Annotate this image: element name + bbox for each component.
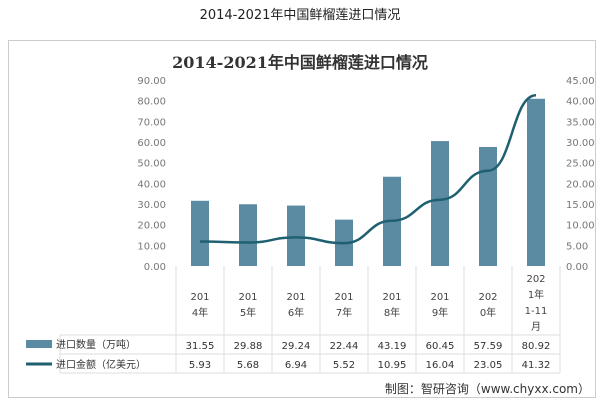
category-label: 1-11 <box>525 306 548 317</box>
table-value-quantity: 43.19 <box>378 341 407 352</box>
legend-bar-label: 进口数量（万吨） <box>56 338 136 351</box>
category-label: 6年 <box>288 306 304 319</box>
category-label: 月 <box>531 321 541 333</box>
table-value-amount: 5.68 <box>237 360 259 371</box>
chart-frame <box>8 40 596 398</box>
category-label: 201 <box>190 292 209 303</box>
table-value-amount: 5.93 <box>189 360 211 371</box>
table-value-amount: 16.04 <box>426 360 455 371</box>
table-value-amount: 5.52 <box>333 360 355 371</box>
right-axis-tick: 45.00 <box>566 76 595 87</box>
left-axis-tick: 0.00 <box>144 262 166 273</box>
legend-bar-swatch <box>26 340 52 348</box>
category-label: 201 <box>286 292 305 303</box>
source-note: 制图：智研咨询（www.chyxx.com） <box>385 381 590 396</box>
right-axis-tick: 25.00 <box>566 159 595 170</box>
bar <box>479 146 497 266</box>
right-axis-tick: 35.00 <box>566 117 595 128</box>
category-label: 8年 <box>384 306 400 319</box>
left-axis-tick: 80.00 <box>137 97 166 108</box>
category-label: 5年 <box>240 306 256 319</box>
right-axis-tick: 10.00 <box>566 221 595 232</box>
category-label: 7年 <box>336 306 352 319</box>
table-value-quantity: 60.45 <box>426 341 455 352</box>
category-label: 9年 <box>432 306 448 319</box>
table-value-quantity: 22.44 <box>330 341 359 352</box>
table-value-quantity: 31.55 <box>186 341 215 352</box>
left-axis-tick: 90.00 <box>137 76 166 87</box>
left-axis-tick: 50.00 <box>137 159 166 170</box>
category-label: 4年 <box>192 306 208 319</box>
chart-title: 2014-2021年中国鲜榴莲进口情况 <box>172 53 428 72</box>
table-value-quantity: 29.24 <box>282 341 311 352</box>
table-value-quantity: 80.92 <box>522 341 551 352</box>
right-axis-tick: 15.00 <box>566 200 595 211</box>
bar <box>239 204 257 266</box>
table-value-amount: 6.94 <box>285 360 307 371</box>
left-axis-tick: 60.00 <box>137 138 166 149</box>
category-label: 202 <box>478 292 497 303</box>
right-axis-tick: 0.00 <box>566 262 588 273</box>
category-label: 202 <box>526 274 545 285</box>
bar <box>287 205 305 266</box>
right-axis-tick: 5.00 <box>566 241 588 252</box>
left-axis-tick: 70.00 <box>137 117 166 128</box>
bar <box>191 200 209 266</box>
legend-line-label: 进口金额（亿美元） <box>56 358 146 371</box>
bar <box>431 141 449 266</box>
left-axis-tick: 10.00 <box>137 241 166 252</box>
category-label: 0年 <box>480 306 496 319</box>
line-series <box>199 93 537 245</box>
table-value-amount: 10.95 <box>378 360 407 371</box>
right-axis-tick: 20.00 <box>566 179 595 190</box>
category-label: 201 <box>238 292 257 303</box>
category-label: 201 <box>382 292 401 303</box>
table-value-amount: 41.32 <box>522 360 551 371</box>
right-axis-tick: 40.00 <box>566 97 595 108</box>
right-axis-tick: 30.00 <box>566 138 595 149</box>
category-label: 201 <box>334 292 353 303</box>
category-label: 201 <box>430 292 449 303</box>
category-label: 1年 <box>528 288 544 301</box>
left-axis-tick: 40.00 <box>137 179 166 190</box>
table-value-quantity: 57.59 <box>474 341 503 352</box>
page-title: 2014-2021年中国鲜榴莲进口情况 <box>199 8 401 23</box>
left-axis-tick: 20.00 <box>137 221 166 232</box>
bar <box>527 98 545 266</box>
left-axis-tick: 30.00 <box>137 200 166 211</box>
table-value-amount: 23.05 <box>474 360 503 371</box>
table-value-quantity: 29.88 <box>234 341 263 352</box>
